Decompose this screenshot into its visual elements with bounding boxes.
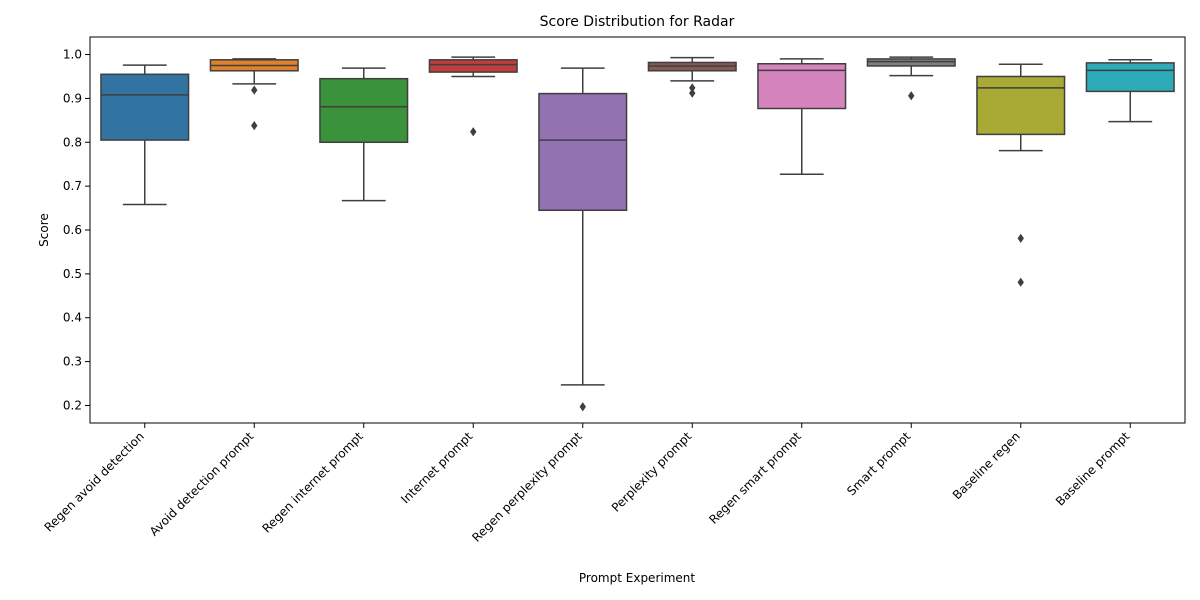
outlier-point	[689, 83, 696, 93]
y-tick-label: 0.9	[63, 91, 82, 105]
box	[538, 92, 628, 212]
y-tick-label: 0.5	[63, 267, 82, 281]
y-tick-label: 0.7	[63, 179, 82, 193]
y-tick-label: 1.0	[63, 48, 82, 62]
x-tick-label: Internet prompt	[398, 429, 475, 506]
y-tick-label: 0.8	[63, 135, 82, 149]
x-tick-label: Baseline prompt	[1053, 429, 1133, 509]
outlier-point	[1017, 277, 1024, 287]
outlier-point	[1017, 233, 1024, 243]
plot-frame	[89, 36, 1186, 424]
box-group	[647, 56, 737, 98]
box-group	[976, 63, 1066, 287]
box	[319, 77, 409, 144]
outlier-point	[689, 88, 696, 98]
box	[100, 73, 190, 141]
chart-title: Score Distribution for Radar	[540, 14, 735, 30]
y-tick-label: 0.3	[63, 355, 82, 369]
y-axis: 0.2 0.3 0.4 0.5 0.6 0.7 0.8 0.9 1.0	[63, 48, 90, 412]
box-group	[428, 56, 518, 137]
boxes-layer	[100, 56, 1175, 412]
outlier-point	[579, 402, 586, 412]
box	[757, 63, 847, 110]
y-tick-label: 0.6	[63, 223, 82, 237]
box-group	[866, 56, 956, 101]
x-tick-label: Regen perplexity prompt	[469, 429, 585, 545]
box-group	[100, 64, 190, 206]
x-tick-label: Smart prompt	[844, 429, 913, 498]
x-tick-label: Regen internet prompt	[259, 429, 366, 536]
y-axis-label: Score	[37, 213, 51, 247]
outlier-point	[251, 121, 258, 131]
box	[428, 59, 518, 73]
box	[976, 75, 1066, 136]
y-tick-label: 0.2	[63, 398, 82, 412]
box-group	[319, 67, 409, 202]
x-tick-label: Regen smart prompt	[706, 429, 804, 527]
box	[1085, 62, 1175, 93]
outlier-point	[908, 91, 915, 101]
outlier-point	[470, 127, 477, 137]
box	[866, 58, 956, 67]
x-axis: Regen avoid detection Avoid detection pro…	[42, 423, 1133, 545]
box-group	[209, 58, 299, 131]
x-tick-label: Baseline regen	[950, 429, 1023, 502]
x-tick-label: Regen avoid detection	[42, 429, 147, 534]
outlier-point	[251, 85, 258, 95]
box-group	[757, 58, 847, 176]
x-tick-label: Perplexity prompt	[609, 429, 695, 515]
x-axis-label: Prompt Experiment	[579, 571, 695, 585]
box-group	[538, 67, 628, 412]
box-group	[1085, 59, 1175, 123]
x-tick-label: Avoid detection prompt	[147, 429, 257, 539]
y-tick-label: 0.4	[63, 311, 82, 325]
